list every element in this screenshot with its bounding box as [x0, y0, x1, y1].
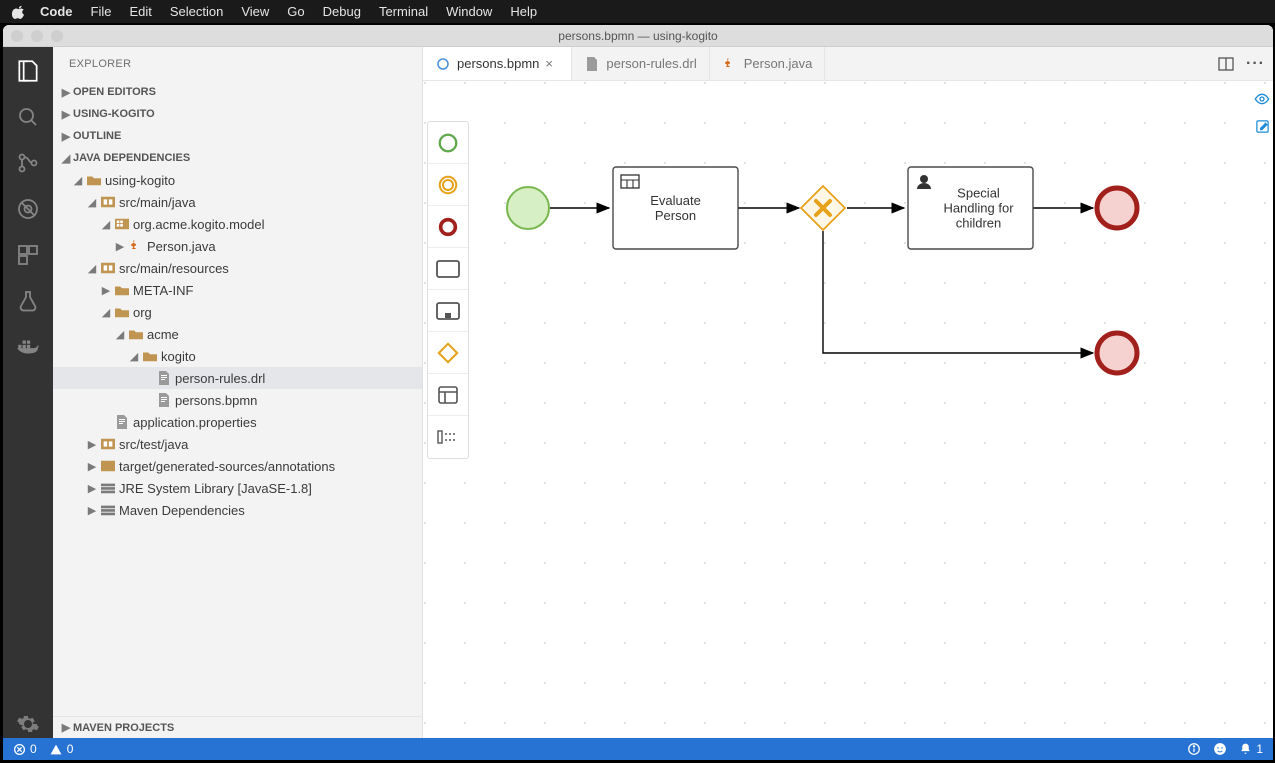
drl-file-icon [584, 56, 600, 72]
explorer-sidebar: EXPLORER ▶OPEN EDITORS ▶USING-KOGITO ▶OU… [53, 47, 423, 738]
tab-label: persons.bpmn [457, 56, 539, 71]
editor-actions: ··· [1210, 47, 1273, 80]
menu-app[interactable]: Code [40, 4, 73, 19]
tree-kogito[interactable]: ◢kogito [53, 345, 422, 367]
sidebar-title: EXPLORER [53, 47, 422, 81]
section-maven-projects[interactable]: ▶MAVEN PROJECTS [53, 716, 422, 738]
tree-src-main-java[interactable]: ◢src/main/java [53, 191, 422, 213]
apple-logo-icon [12, 5, 26, 19]
section-java-deps[interactable]: ◢JAVA DEPENDENCIES [53, 147, 422, 169]
bpmn-user-task[interactable]: SpecialHandling forchildren [908, 167, 1033, 249]
activity-explorer-icon[interactable] [14, 57, 42, 85]
split-editor-icon[interactable] [1218, 56, 1234, 72]
tree-target-gen[interactable]: ▶target/generated-sources/annotations [53, 455, 422, 477]
editor-area: persons.bpmn × person-rules.drl Person.j… [423, 47, 1273, 738]
bpmn-diagram[interactable]: EvaluatePerson SpecialHandling forchildre… [423, 81, 1273, 738]
tree-meta-inf[interactable]: ▶META-INF [53, 279, 422, 301]
window-titlebar: persons.bpmn — using-kogito [3, 25, 1273, 47]
status-feedback-icon[interactable] [1213, 742, 1227, 756]
section-open-editors[interactable]: ▶OPEN EDITORS [53, 81, 422, 103]
activity-search-icon[interactable] [14, 103, 42, 131]
tree-org[interactable]: ◢org [53, 301, 422, 323]
status-bell-icon[interactable]: 1 [1239, 742, 1263, 756]
svg-text:Evaluate: Evaluate [650, 193, 701, 208]
activity-settings-icon[interactable] [14, 710, 42, 738]
tab-person-java[interactable]: Person.java [710, 47, 826, 80]
bpmn-file-icon [435, 56, 451, 72]
menu-terminal[interactable]: Terminal [379, 4, 428, 19]
activity-debug-icon[interactable] [14, 195, 42, 223]
tree-maven-deps[interactable]: ▶Maven Dependencies [53, 499, 422, 521]
tab-person-rules[interactable]: person-rules.drl [572, 47, 709, 80]
status-errors[interactable]: 0 [13, 742, 37, 756]
tree-jre[interactable]: ▶JRE System Library [JavaSE-1.8] [53, 477, 422, 499]
macos-menubar: Code File Edit Selection View Go Debug T… [0, 0, 1275, 23]
window-title: persons.bpmn — using-kogito [558, 29, 717, 43]
activity-bar [3, 47, 53, 738]
activity-scm-icon[interactable] [14, 149, 42, 177]
tree-person-rules[interactable]: person-rules.drl [53, 367, 422, 389]
more-actions-icon[interactable]: ··· [1246, 55, 1265, 73]
svg-text:Special: Special [957, 186, 1000, 201]
status-info-icon[interactable] [1187, 742, 1201, 756]
tree-src-main-resources[interactable]: ◢src/main/resources [53, 257, 422, 279]
tree-pkg-model[interactable]: ◢org.acme.kogito.model [53, 213, 422, 235]
activity-docker-icon[interactable] [14, 333, 42, 361]
menu-selection[interactable]: Selection [170, 4, 223, 19]
tree-src-test-java[interactable]: ▶src/test/java [53, 433, 422, 455]
status-warnings[interactable]: 0 [49, 742, 74, 756]
bpmn-canvas[interactable]: EvaluatePerson SpecialHandling forchildre… [423, 81, 1273, 738]
tree-person-java[interactable]: ▶Person.java [53, 235, 422, 257]
bpmn-end-event[interactable] [1097, 188, 1137, 228]
menu-file[interactable]: File [91, 4, 112, 19]
svg-text:Handling for: Handling for [943, 201, 1014, 216]
menu-window[interactable]: Window [446, 4, 492, 19]
editor-tabs: persons.bpmn × person-rules.drl Person.j… [423, 47, 1273, 81]
menu-edit[interactable]: Edit [129, 4, 151, 19]
status-bar: 0 0 1 [3, 738, 1273, 760]
bpmn-start-event[interactable] [507, 187, 549, 229]
section-outline[interactable]: ▶OUTLINE [53, 125, 422, 147]
java-deps-tree: ◢using-kogito ◢src/main/java ◢org.acme.k… [53, 169, 422, 716]
activity-extensions-icon[interactable] [14, 241, 42, 269]
tab-label: Person.java [744, 56, 813, 71]
tree-persons-bpmn[interactable]: persons.bpmn [53, 389, 422, 411]
menu-help[interactable]: Help [510, 4, 537, 19]
close-icon[interactable]: × [545, 56, 559, 71]
tree-acme[interactable]: ◢acme [53, 323, 422, 345]
svg-text:children: children [956, 216, 1002, 231]
section-project[interactable]: ▶USING-KOGITO [53, 103, 422, 125]
vscode-window: persons.bpmn — using-kogito [3, 25, 1273, 760]
bpmn-end-event[interactable] [1097, 333, 1137, 373]
bpmn-business-rule-task[interactable]: EvaluatePerson [613, 167, 738, 249]
svg-text:Person: Person [655, 208, 696, 223]
menu-view[interactable]: View [241, 4, 269, 19]
tree-project-root[interactable]: ◢using-kogito [53, 169, 422, 191]
activity-test-icon[interactable] [14, 287, 42, 315]
tab-persons-bpmn[interactable]: persons.bpmn × [423, 47, 572, 80]
tab-label: person-rules.drl [606, 56, 696, 71]
java-file-icon [722, 56, 738, 72]
menu-debug[interactable]: Debug [323, 4, 361, 19]
traffic-lights[interactable] [11, 30, 63, 42]
tree-app-props[interactable]: application.properties [53, 411, 422, 433]
menu-go[interactable]: Go [287, 4, 304, 19]
